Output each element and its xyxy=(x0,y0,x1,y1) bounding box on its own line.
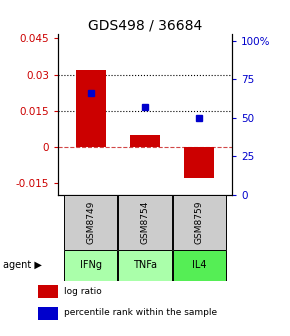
Title: GDS498 / 36684: GDS498 / 36684 xyxy=(88,18,202,33)
Text: IL4: IL4 xyxy=(192,260,206,270)
Text: percentile rank within the sample: percentile rank within the sample xyxy=(64,308,217,318)
Bar xyxy=(38,285,58,298)
Bar xyxy=(130,135,160,147)
Text: TNFa: TNFa xyxy=(133,260,157,270)
Bar xyxy=(38,307,58,320)
Bar xyxy=(118,195,172,250)
Bar xyxy=(173,250,226,281)
Text: agent ▶: agent ▶ xyxy=(3,260,42,270)
Bar xyxy=(118,250,172,281)
Text: GSM8754: GSM8754 xyxy=(140,201,150,244)
Bar xyxy=(173,195,226,250)
Text: GSM8759: GSM8759 xyxy=(195,201,204,244)
Text: log ratio: log ratio xyxy=(64,287,102,296)
Bar xyxy=(76,70,106,147)
Bar xyxy=(184,147,214,178)
Text: IFNg: IFNg xyxy=(80,260,101,270)
Bar xyxy=(64,195,117,250)
Bar xyxy=(64,250,117,281)
Text: GSM8749: GSM8749 xyxy=(86,201,95,244)
